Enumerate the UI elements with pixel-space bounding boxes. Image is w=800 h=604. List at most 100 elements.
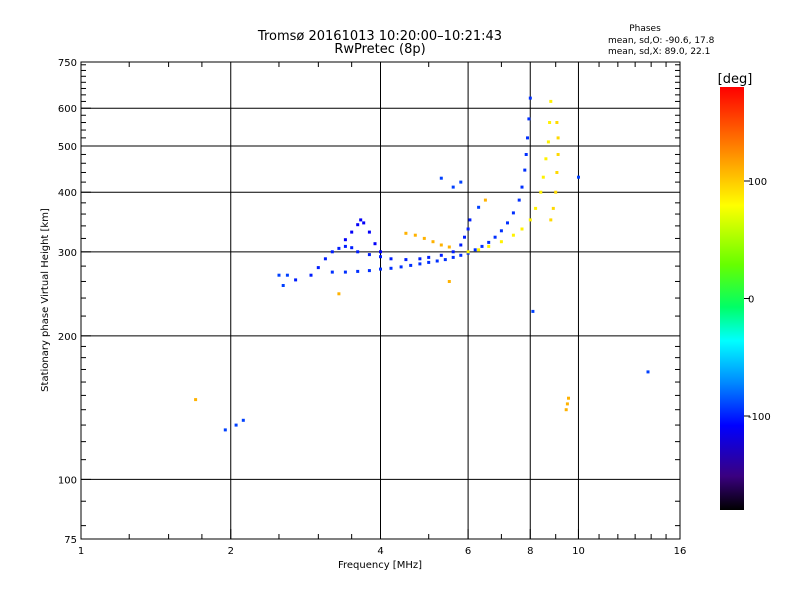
data-point — [367, 253, 371, 257]
data-point — [379, 267, 382, 271]
stats-line-x: mean, sd,X: 89.0, 22.1 — [608, 47, 710, 57]
data-point — [294, 278, 298, 282]
data-point — [316, 266, 320, 270]
data-point — [548, 121, 552, 124]
data-point — [337, 292, 341, 296]
data-points — [194, 96, 650, 432]
y-tick-label: 500 — [58, 142, 77, 153]
data-point — [404, 231, 408, 235]
y-tick-label: 200 — [58, 332, 77, 343]
data-point — [234, 423, 238, 427]
data-point — [480, 244, 484, 248]
data-point — [565, 402, 569, 406]
data-point — [554, 190, 558, 194]
data-point — [409, 263, 413, 267]
data-point — [413, 233, 417, 237]
data-point — [487, 244, 491, 248]
x-tick-label: 16 — [674, 546, 687, 557]
data-point — [544, 157, 548, 161]
colorbar: [deg] 100 0 -100 — [718, 72, 771, 510]
data-point — [427, 255, 431, 259]
minor-ticks — [81, 62, 680, 539]
data-point — [330, 250, 334, 254]
data-point — [546, 140, 550, 144]
data-point — [451, 255, 455, 259]
data-point — [517, 198, 521, 202]
y-tick-label: 75 — [64, 535, 77, 546]
data-point — [367, 230, 371, 234]
colorbar-tick-label: 0 — [748, 295, 754, 306]
data-point — [439, 176, 443, 180]
data-point — [451, 250, 455, 254]
y-tick-label: 750 — [58, 58, 77, 69]
data-point — [564, 408, 568, 412]
data-point — [343, 244, 347, 248]
data-point — [534, 206, 538, 210]
data-point — [523, 168, 527, 172]
data-point — [463, 235, 466, 239]
y-axis-label: Stationary phase Virtual Height [km] — [40, 208, 51, 392]
data-point — [459, 243, 463, 247]
x-axis-ticks: 1 2 4 6 8 10 16 — [78, 529, 687, 557]
data-point — [549, 218, 553, 222]
data-point — [549, 99, 553, 103]
data-point — [499, 229, 503, 233]
data-point — [337, 246, 341, 250]
data-point — [528, 96, 532, 100]
data-point — [577, 175, 580, 179]
data-point — [477, 248, 481, 252]
data-point — [520, 185, 524, 189]
data-point — [309, 273, 313, 277]
colorbar-tick-label: 100 — [748, 177, 767, 188]
data-point — [285, 273, 289, 277]
data-point — [418, 262, 422, 266]
data-point — [323, 257, 327, 261]
colorbar-gradient — [720, 87, 744, 510]
data-point — [399, 265, 403, 269]
data-point — [418, 257, 422, 261]
data-point — [359, 218, 363, 222]
data-point — [389, 266, 393, 270]
y-tick-label: 100 — [58, 475, 77, 486]
colorbar-tick-label: -100 — [748, 412, 771, 423]
colorbar-unit-label: [deg] — [718, 72, 753, 87]
data-point — [527, 117, 531, 121]
data-point — [343, 238, 347, 242]
data-point — [556, 136, 560, 140]
stats-line-o: mean, sd,O: -90.6, 17.8 — [608, 36, 715, 46]
y-tick-label: 300 — [58, 248, 77, 259]
colorbar-ticks: 100 0 -100 — [744, 177, 771, 423]
data-point — [350, 230, 354, 234]
chart-subtitle: RwPretec (8p) — [334, 42, 425, 57]
data-point — [567, 396, 570, 400]
data-point — [539, 190, 543, 194]
data-point — [277, 273, 281, 277]
data-point — [447, 280, 451, 283]
data-point — [531, 309, 535, 313]
data-point — [389, 257, 393, 261]
chart-title: Tromsø 20161013 10:20:00–10:21:43 — [257, 29, 502, 44]
data-point — [473, 248, 477, 252]
data-point — [487, 240, 491, 244]
data-point — [443, 258, 447, 262]
data-point — [499, 240, 503, 244]
data-point — [556, 153, 560, 156]
data-point — [223, 428, 227, 432]
data-point — [541, 175, 545, 179]
data-point — [439, 243, 443, 247]
data-point — [555, 121, 559, 124]
x-tick-label: 10 — [572, 546, 585, 557]
data-point — [483, 198, 487, 202]
data-point — [511, 233, 515, 237]
data-point — [528, 218, 532, 222]
data-point — [241, 418, 245, 422]
data-point — [350, 246, 354, 250]
data-point — [524, 153, 528, 156]
data-point — [447, 245, 451, 249]
data-point — [431, 240, 435, 244]
data-point — [459, 253, 463, 257]
data-point — [379, 250, 382, 254]
data-point — [343, 270, 347, 274]
data-point — [367, 269, 371, 273]
x-tick-label: 2 — [228, 546, 234, 557]
